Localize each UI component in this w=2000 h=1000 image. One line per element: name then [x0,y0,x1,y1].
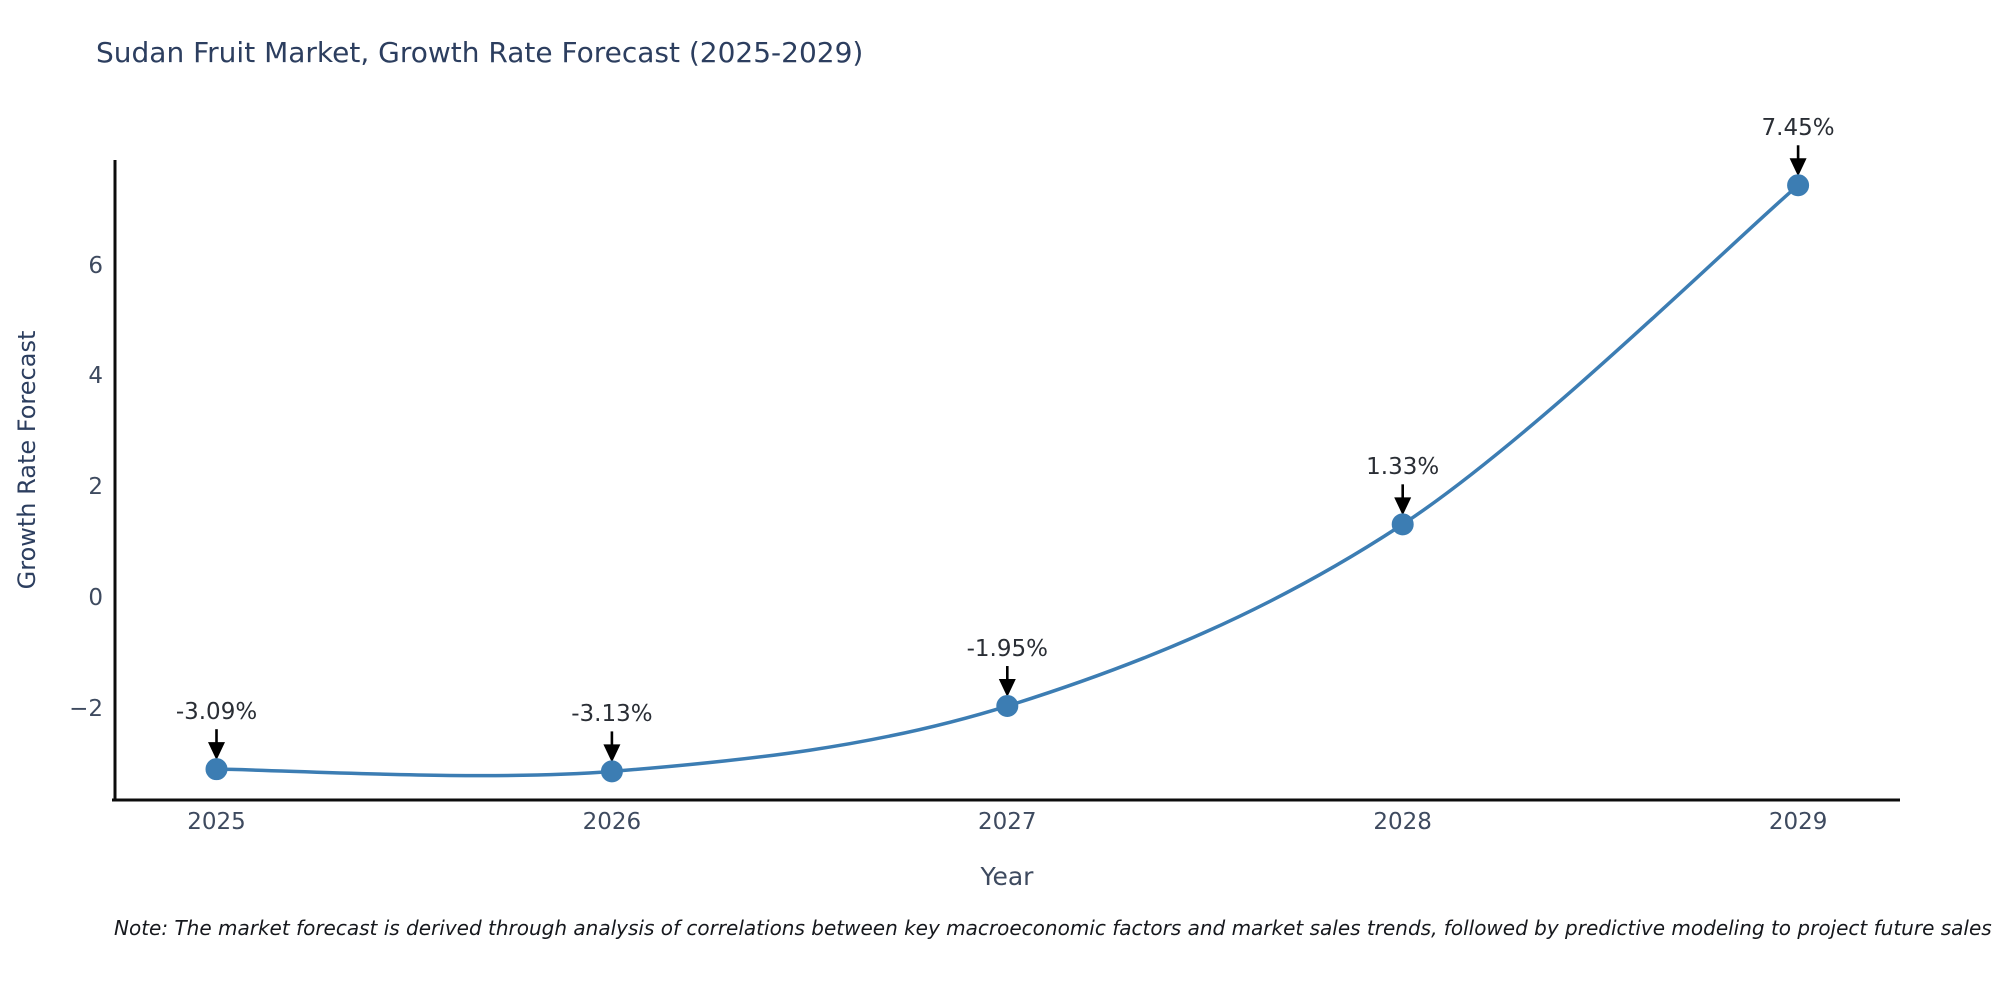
y-tick-label: −2 [69,695,103,722]
data-point-annotation: -1.95% [966,636,1048,663]
annotation-arrow-head [1789,158,1807,177]
data-point-annotation: -3.13% [571,701,653,728]
x-tick-label: 2028 [1373,809,1432,835]
x-tick-label: 2026 [582,809,642,835]
annotation-arrow-head [208,742,225,761]
y-tick-label: 2 [88,474,103,501]
data-point-marker [600,760,623,783]
annotation-arrow-head [603,744,621,763]
data-point-marker [1787,174,1810,197]
y-tick-label: 6 [88,252,103,279]
data-point-annotation: 7.45% [1761,115,1835,142]
x-tick-label: 2027 [978,809,1037,835]
data-point-marker [1391,513,1414,536]
data-point-marker [996,695,1019,718]
y-tick-label: 4 [88,363,103,390]
y-tick-label: 0 [88,585,103,611]
chart-title: Sudan Fruit Market, Growth Rate Forecast… [96,36,864,69]
annotation-arrow-head [1394,497,1412,516]
annotation-arrow-head [998,679,1016,698]
data-point-annotation: -3.09% [175,699,258,726]
x-tick-label: 2029 [1768,809,1828,835]
data-point-annotation: 1.33% [1366,454,1440,481]
footnote: Note: The market forecast is derived thr… [114,916,1992,940]
data-point-marker [205,758,228,781]
x-axis-label: Year [980,862,1034,891]
x-tick-label: 2025 [187,809,246,835]
